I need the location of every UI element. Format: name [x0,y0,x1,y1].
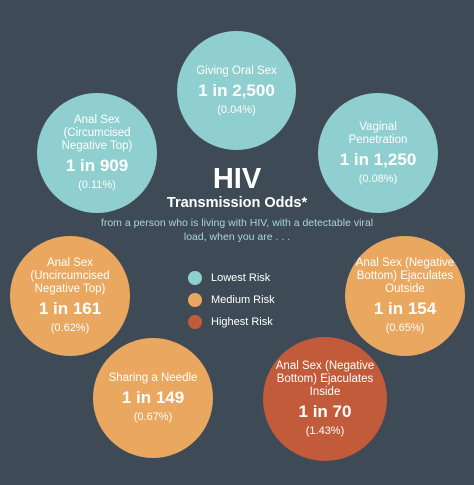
activity-percent: (0.04%) [217,103,256,116]
activity-percent: (0.08%) [358,172,398,185]
activity-circle-anal-uncircumcised-top: Anal Sex (Uncircumcised Negative Top) 1 … [10,236,130,356]
activity-label: Vaginal Penetration [348,120,408,146]
legend-label: Highest Risk [211,316,273,328]
activity-label: Anal Sex (Circumcised Negative Top) [61,114,133,152]
activity-odds: 1 in 2,500 [198,80,275,100]
legend-dot-icon [188,315,202,329]
legend-item-highest-risk: Highest Risk [188,315,273,329]
activity-odds: 1 in 161 [38,299,102,318]
activity-label: Sharing a Needle [108,372,198,384]
activity-label: Anal Sex (Negative Bottom) Ejaculates Ou… [355,257,455,295]
legend-label: Lowest Risk [211,272,271,284]
legend-item-lowest-risk: Lowest Risk [188,271,270,285]
description: from a person who is living with HIV, wi… [100,217,374,243]
legend-label: Medium Risk [211,294,275,306]
activity-label: Anal Sex (Negative Bottom) Ejaculates In… [275,360,375,398]
activity-percent: (0.62%) [50,322,90,334]
activity-odds: 1 in 70 [298,402,352,421]
activity-percent: (0.65%) [385,322,425,334]
activity-percent: (0.67%) [133,411,173,423]
activity-odds: 1 in 154 [373,299,437,318]
title: HIV [212,163,262,195]
activity-circle-anal-ejaculates-outside: Anal Sex (Negative Bottom) Ejaculates Ou… [345,236,465,356]
activity-label: Giving Oral Sex [196,64,277,77]
activity-circle-sharing-needle: Sharing a Needle 1 in 149 (0.67%) [93,338,213,458]
activity-odds: 1 in 149 [121,388,185,407]
activity-circle-anal-circumcised-top: Anal Sex (Circumcised Negative Top) 1 in… [37,93,157,213]
activity-circle-vaginal-penetration: Vaginal Penetration 1 in 1,250 (0.08%) [318,93,438,213]
subtitle: Transmission Odds* [166,195,308,211]
activity-percent: (1.43%) [305,425,345,437]
legend-item-medium-risk: Medium Risk [188,293,275,307]
activity-circle-anal-ejaculates-inside: Anal Sex (Negative Bottom) Ejaculates In… [263,337,387,461]
legend-dot-icon [188,271,202,285]
activity-percent: (0.11%) [78,179,116,191]
activity-label: Anal Sex (Uncircumcised Negative Top) [30,257,110,295]
activity-odds: 1 in 1,250 [339,149,417,169]
activity-odds: 1 in 909 [65,156,129,175]
activity-circle-oral-sex: Giving Oral Sex 1 in 2,500 (0.04%) [177,31,296,150]
legend-dot-icon [188,293,202,307]
